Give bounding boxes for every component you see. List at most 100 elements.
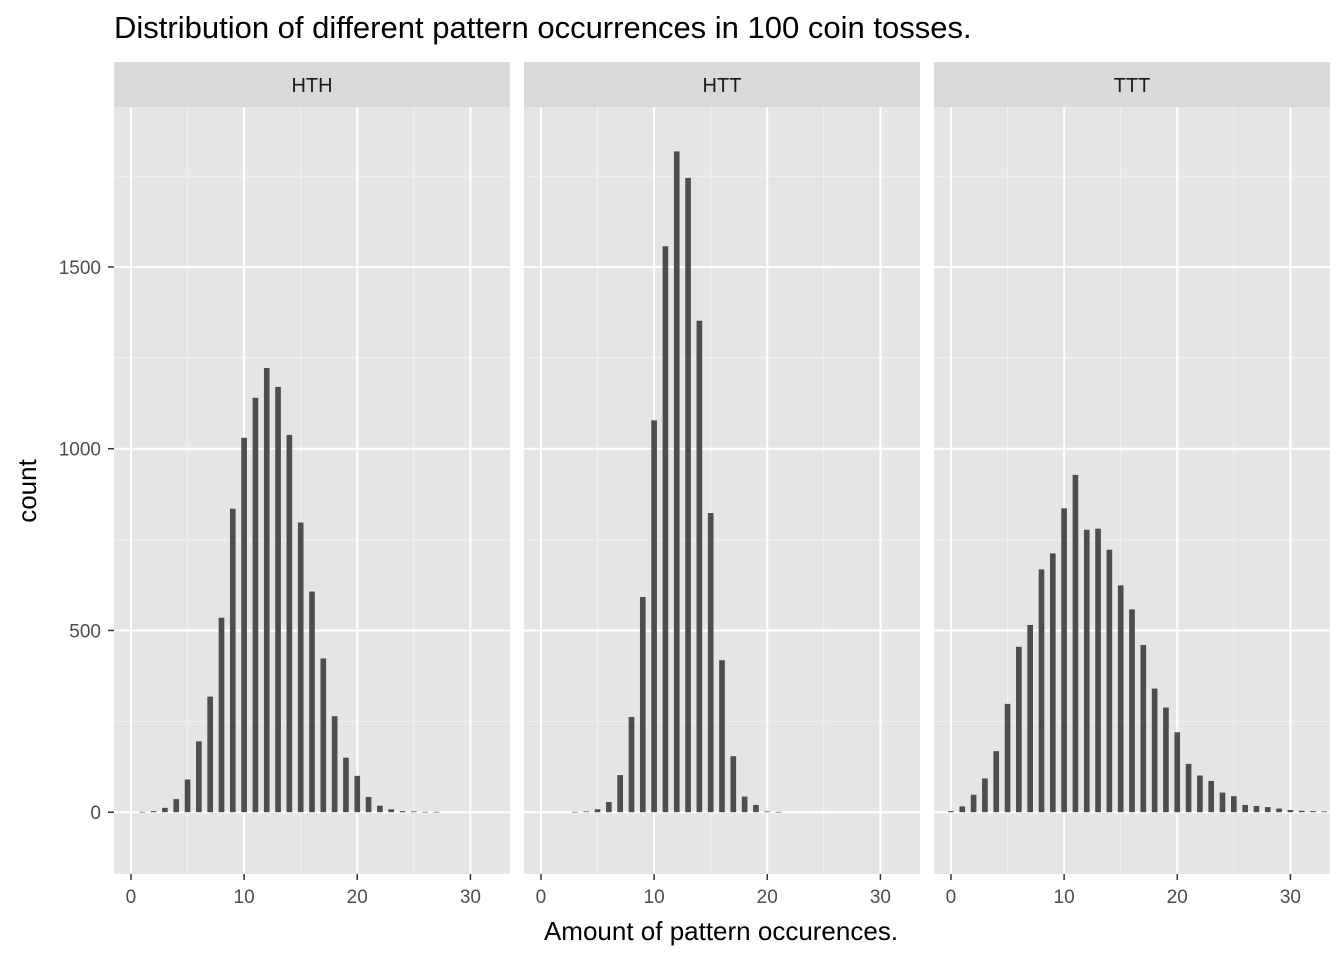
bar (1287, 810, 1294, 813)
bar (399, 811, 406, 813)
bar (719, 660, 725, 813)
bar (1027, 624, 1033, 813)
bar (139, 811, 146, 813)
x-tick-label: 0 (946, 887, 957, 908)
bar (1072, 474, 1079, 813)
bar (1174, 732, 1181, 813)
bar (1151, 688, 1158, 813)
bar (685, 177, 691, 813)
x-tick-label: 10 (644, 887, 665, 908)
panel-hth: HTH 0 10 20 30 (114, 62, 510, 908)
bar (730, 756, 737, 813)
bar (1083, 529, 1090, 813)
y-axis: 0 500 1000 1500 (59, 258, 114, 824)
bar (1321, 811, 1328, 813)
bar (651, 420, 657, 813)
bar (993, 751, 1000, 813)
bar (606, 802, 612, 813)
bar (320, 658, 327, 813)
bar (1140, 644, 1147, 813)
bar (1061, 508, 1067, 813)
y-axis-label: count (12, 458, 42, 522)
bar (1242, 804, 1248, 813)
x-tick-label: 0 (536, 887, 547, 908)
bar (673, 151, 680, 813)
x-tick-label: 20 (347, 887, 368, 908)
x-tick-label: 20 (757, 887, 778, 908)
bar (207, 696, 213, 813)
bar (309, 591, 315, 813)
bar (162, 807, 168, 813)
bar (1208, 780, 1215, 813)
bar (252, 397, 259, 813)
bar (377, 805, 383, 813)
bar (354, 775, 361, 813)
bar (275, 386, 281, 813)
bar (1049, 553, 1056, 813)
bar (1129, 609, 1135, 813)
facet-strip-label: TTT (1114, 75, 1151, 97)
bar (594, 809, 601, 813)
bar (433, 811, 440, 813)
x-tick-label: 10 (234, 887, 255, 908)
bar (1095, 528, 1101, 813)
bar (741, 796, 748, 813)
bar (1276, 808, 1282, 813)
bar (775, 811, 782, 813)
bar (1197, 775, 1203, 813)
y-tick-label: 0 (90, 803, 101, 824)
bar (764, 811, 771, 813)
bar (1185, 763, 1192, 813)
bar (662, 246, 669, 813)
bar (1298, 810, 1305, 813)
bar (1219, 792, 1226, 813)
facet-strip-label: HTH (291, 75, 332, 97)
x-tick-label: 30 (870, 887, 891, 908)
bar (297, 522, 304, 813)
bar (753, 804, 759, 813)
facet-strip-label: HTT (703, 75, 742, 97)
bar (184, 779, 191, 813)
bar (970, 794, 977, 813)
bar (422, 811, 428, 813)
x-tick-label: 20 (1167, 887, 1188, 908)
bar (1117, 585, 1124, 813)
x-tick-label: 30 (460, 887, 481, 908)
bar (241, 437, 247, 813)
facet-panels: HTH 0 10 20 30 HTT 0 10 20 30 TTT 0 10 20 30 (114, 62, 1330, 908)
bar (1310, 811, 1316, 813)
facet-strip (524, 62, 920, 107)
bar (150, 811, 157, 813)
x-axis-label: Amount of pattern occurences. (544, 916, 898, 946)
panel-ttt: TTT 0 10 20 30 (934, 62, 1330, 908)
bar (411, 811, 417, 813)
bar (286, 434, 293, 813)
bar (1231, 796, 1237, 813)
chart-title: Distribution of different pattern occurr… (114, 10, 972, 45)
bar (1163, 707, 1169, 813)
y-tick-label: 500 (69, 621, 101, 642)
y-tick-label: 1500 (59, 258, 101, 279)
bar (959, 806, 966, 813)
bar (173, 799, 180, 813)
bar (572, 811, 578, 813)
bar (583, 811, 590, 813)
bar (617, 775, 623, 813)
bar (331, 716, 338, 813)
bar (229, 508, 236, 813)
bar (196, 741, 202, 813)
bar (639, 597, 646, 813)
bar (365, 796, 372, 813)
bar (263, 367, 270, 813)
bar (1004, 703, 1011, 813)
x-tick-label: 10 (1054, 887, 1075, 908)
bar (628, 716, 635, 813)
bar (343, 757, 349, 813)
facet-strip (114, 62, 510, 107)
bar (1016, 646, 1022, 813)
bar (982, 778, 988, 813)
bar (388, 809, 395, 813)
x-tick-label: 0 (126, 887, 137, 908)
bar (1264, 807, 1271, 813)
